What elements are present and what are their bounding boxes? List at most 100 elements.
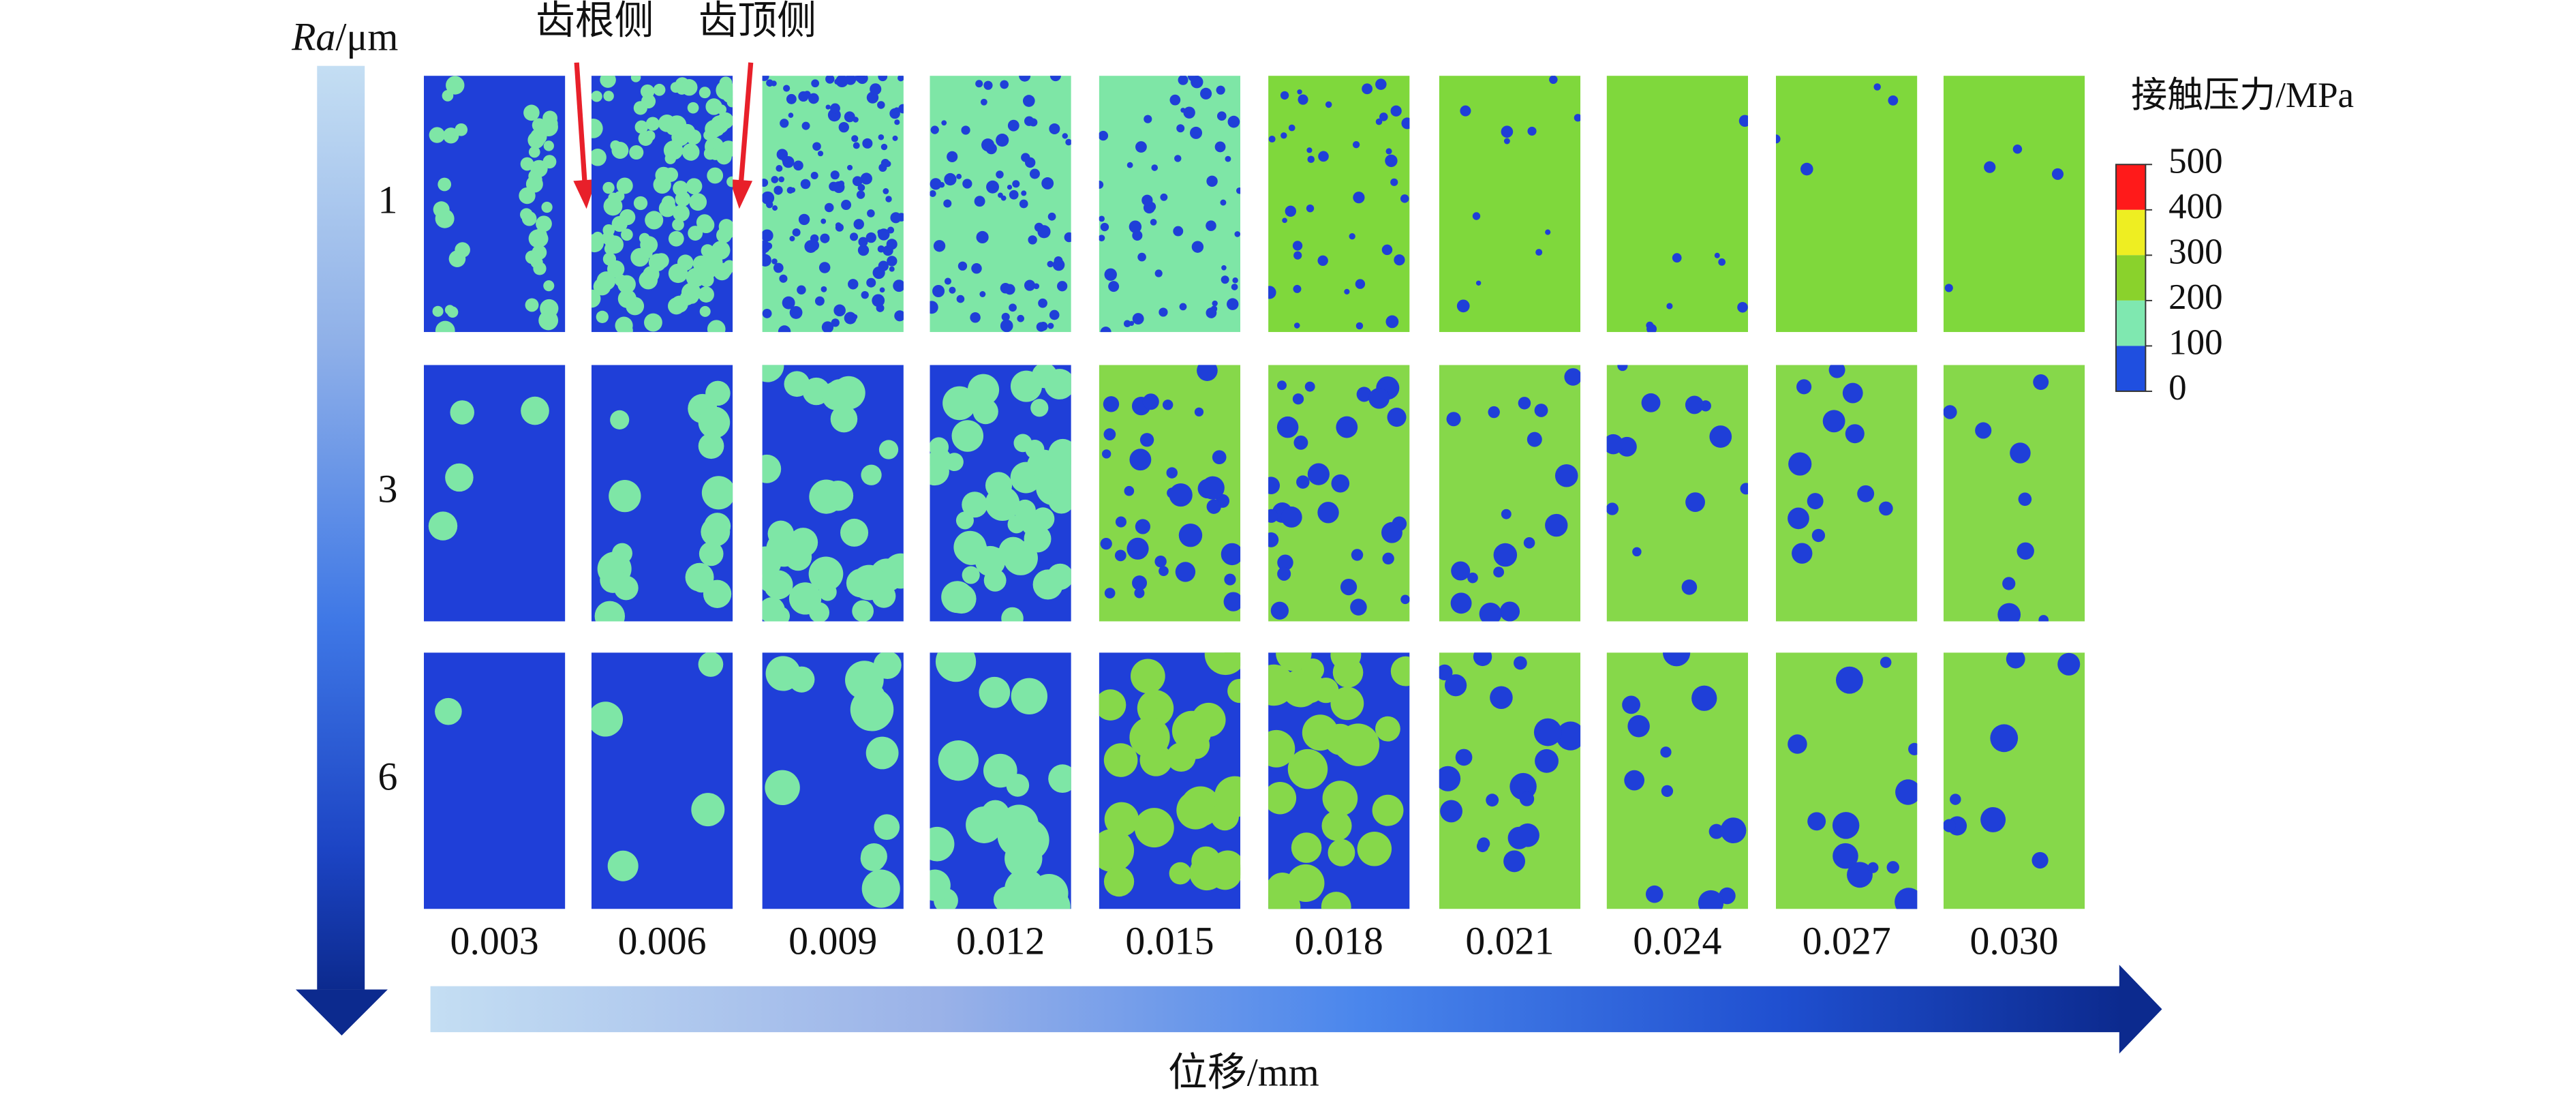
contact-patch [840, 518, 869, 547]
contact-gap [1099, 180, 1104, 189]
contact-gap [1169, 94, 1181, 106]
contact-patch [602, 181, 615, 194]
contact-gap [1535, 749, 1559, 773]
contact-gap [808, 93, 819, 104]
contact-gap [1129, 220, 1142, 233]
contact-gap [1400, 194, 1409, 203]
contact-patch [653, 83, 666, 96]
contact-gap [1268, 135, 1276, 143]
contact-patch [705, 98, 722, 115]
contact-patch [722, 260, 733, 273]
pressure-map [1606, 76, 1748, 333]
contact-gap [849, 232, 859, 241]
row-label: 6 [378, 755, 397, 799]
contact-patch [1048, 764, 1071, 794]
contact-patch [726, 97, 733, 108]
contact-gap [1788, 507, 1809, 530]
contact-gap [1277, 380, 1287, 391]
legend-tick-label: 300 [2168, 232, 2223, 272]
column-label: 0.027 [1803, 919, 1891, 963]
arrow-head [729, 179, 753, 209]
contact-patch [765, 656, 801, 691]
contact-gap [1545, 229, 1551, 235]
contact-gap [956, 294, 965, 303]
contact-gap [985, 142, 997, 155]
map-background [1943, 365, 2085, 622]
contact-patch [1375, 716, 1400, 742]
contact-gap [1293, 322, 1300, 329]
contact-patch [883, 553, 904, 589]
contact-gap [1062, 133, 1068, 139]
contact-gap [1317, 502, 1339, 524]
pressure-map [1606, 365, 1748, 622]
map-background [1439, 365, 1581, 622]
contact-gap [798, 91, 809, 102]
contact-patch [719, 76, 733, 90]
contact-gap [848, 279, 859, 290]
contact-gap [1661, 785, 1674, 798]
contact-patch [1210, 802, 1239, 831]
contact-gap [1344, 288, 1350, 294]
contact-patch [1024, 525, 1052, 553]
contact-gap [1822, 410, 1845, 433]
contact-gap [1000, 319, 1013, 333]
contact-gap [1178, 523, 1203, 547]
contact-gap [853, 142, 860, 149]
contact-patch [1050, 459, 1071, 494]
contact-gap [1574, 114, 1581, 122]
contact-gap [1268, 509, 1278, 523]
contact-gap [1379, 112, 1388, 121]
contact-gap [841, 200, 852, 211]
contact-gap [1775, 134, 1781, 144]
contact-patch [1029, 892, 1058, 909]
contact-gap [1206, 307, 1217, 318]
contact-gap [860, 172, 872, 185]
contact-gap [1054, 256, 1063, 265]
contact-gap [1698, 890, 1724, 909]
contact-gap [1029, 168, 1040, 179]
contact-gap [1021, 153, 1030, 162]
contact-gap [853, 117, 859, 123]
contact-gap [853, 219, 864, 230]
contact-patch [1330, 686, 1364, 721]
contact-gap [956, 173, 962, 179]
contact-patch [607, 260, 625, 278]
contact-gap [1847, 862, 1873, 888]
contact-gap [979, 291, 986, 297]
contact-gap [1173, 226, 1184, 237]
contact-patch [861, 869, 900, 908]
contact-gap [835, 76, 848, 88]
contact-gap [1268, 286, 1276, 299]
contact-gap [944, 172, 957, 186]
contact-gap [788, 112, 794, 118]
contact-gap [1331, 474, 1350, 493]
contact-gap [1879, 501, 1893, 516]
contact-gap [886, 239, 898, 250]
contact-gap [782, 155, 790, 164]
contact-gap [1908, 742, 1918, 755]
contact-gap [1943, 819, 1957, 832]
contact-gap [1159, 566, 1169, 577]
pressure-map [1439, 365, 1581, 622]
contact-gap [771, 176, 779, 183]
contact-gap [830, 170, 840, 180]
contact-gap [1499, 601, 1520, 622]
contact-gap [1216, 85, 1225, 95]
map-background [1943, 652, 2085, 909]
contact-gap [1479, 603, 1502, 622]
contact-gap [1200, 87, 1212, 100]
contact-patch [634, 120, 649, 134]
contact-gap [1796, 379, 1812, 395]
legend-color [2116, 300, 2146, 346]
map-content [1099, 76, 1241, 333]
contact-patch [809, 479, 844, 514]
contact-gap [1737, 301, 1748, 313]
contact-gap [1641, 393, 1661, 412]
contact-gap [1622, 695, 1641, 714]
map-content [1775, 365, 1918, 622]
contact-patch [1176, 791, 1215, 830]
annotation-arrows [573, 62, 754, 209]
pressure-map [1943, 76, 2085, 333]
contact-patch [1372, 794, 1404, 826]
contact-gap [1385, 315, 1399, 329]
